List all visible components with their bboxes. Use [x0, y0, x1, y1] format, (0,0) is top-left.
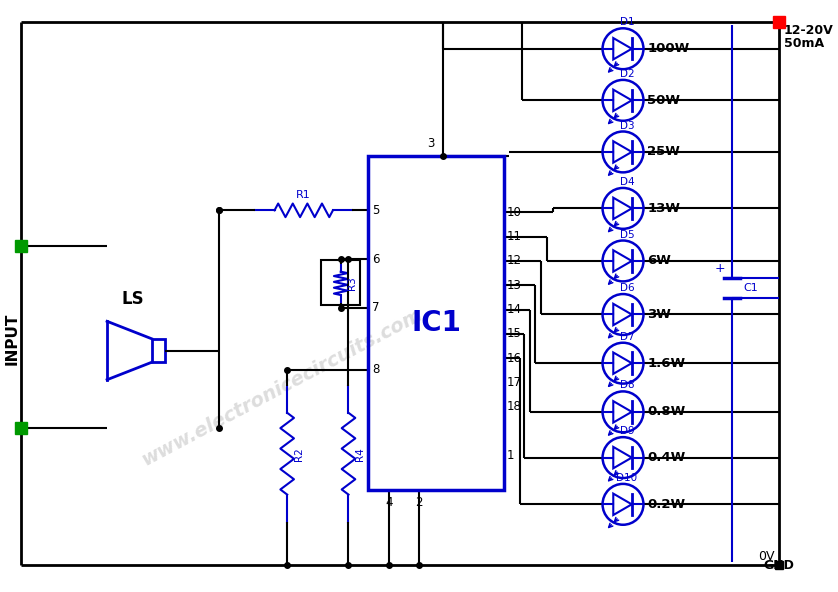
- Text: 0.4W: 0.4W: [647, 451, 685, 464]
- Text: D8: D8: [619, 381, 634, 391]
- Text: D1: D1: [619, 17, 634, 27]
- Text: 50mA: 50mA: [784, 37, 824, 50]
- Text: 17: 17: [506, 376, 521, 389]
- Text: 0V: 0V: [758, 550, 775, 563]
- Text: D4: D4: [619, 177, 634, 187]
- Text: 16: 16: [506, 352, 521, 365]
- Text: R1: R1: [297, 189, 311, 200]
- Text: IC1: IC1: [411, 309, 461, 337]
- Text: 14: 14: [506, 303, 521, 316]
- Text: 15: 15: [506, 327, 521, 340]
- Text: 1: 1: [506, 449, 514, 462]
- Text: 5: 5: [372, 204, 380, 217]
- Text: 10: 10: [506, 206, 521, 219]
- Text: 25W: 25W: [647, 146, 680, 159]
- Text: R2: R2: [294, 447, 304, 461]
- Text: www.electronicecircuits.com: www.electronicecircuits.com: [138, 305, 427, 470]
- Text: 7: 7: [372, 301, 380, 314]
- Text: 11: 11: [506, 230, 521, 243]
- Text: D5: D5: [619, 230, 634, 240]
- Text: D6: D6: [619, 283, 634, 293]
- Text: 13W: 13W: [647, 202, 680, 215]
- Text: 6: 6: [372, 253, 380, 265]
- Bar: [368, 156, 504, 490]
- Text: D2: D2: [619, 69, 634, 79]
- Text: 1.6W: 1.6W: [647, 356, 685, 369]
- Text: R4: R4: [355, 447, 365, 461]
- Text: 2: 2: [415, 496, 422, 509]
- Text: D9: D9: [619, 426, 634, 436]
- Text: D10: D10: [616, 473, 638, 483]
- Text: 8: 8: [372, 363, 380, 377]
- Text: 100W: 100W: [647, 42, 690, 55]
- Text: 12-20V: 12-20V: [784, 24, 833, 37]
- Text: 3: 3: [427, 137, 435, 150]
- Text: 0.8W: 0.8W: [647, 406, 685, 419]
- Text: +: +: [715, 262, 726, 275]
- Text: GND: GND: [763, 559, 794, 572]
- Text: 0.2W: 0.2W: [647, 498, 685, 511]
- Text: 13: 13: [506, 279, 521, 292]
- Text: D3: D3: [619, 121, 634, 130]
- Text: C1: C1: [743, 283, 758, 293]
- Text: 50W: 50W: [647, 94, 680, 107]
- Text: D7: D7: [619, 332, 634, 342]
- Text: R3: R3: [348, 276, 357, 290]
- Text: 18: 18: [506, 400, 521, 413]
- Text: 6W: 6W: [647, 255, 671, 268]
- Bar: [152, 339, 164, 362]
- Text: LS: LS: [121, 289, 143, 308]
- Text: 3W: 3W: [647, 308, 671, 321]
- Text: 12: 12: [506, 255, 521, 268]
- Bar: [321, 260, 360, 305]
- Text: 4: 4: [385, 496, 393, 509]
- Text: INPUT: INPUT: [4, 313, 19, 365]
